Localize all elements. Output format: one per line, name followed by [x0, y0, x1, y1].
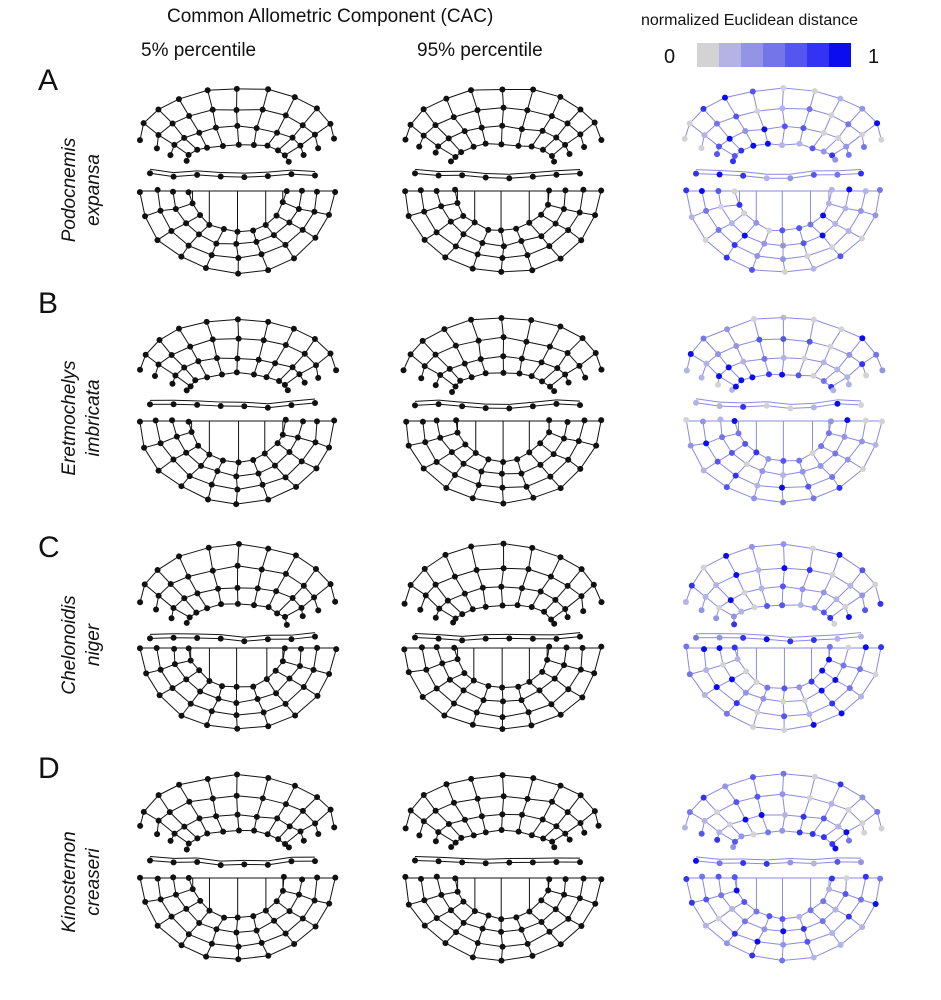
column-header-95-percentile: 95% percentile: [417, 40, 543, 61]
bowl-mesh-a-distance-map: [683, 186, 883, 275]
carapace-mesh-d-5-percentile: [137, 771, 338, 869]
bowl-mesh-d-distance-map: [683, 873, 884, 964]
carapace-mesh-a-distance-map: [681, 85, 885, 182]
color-scale-bar: [697, 43, 851, 67]
bowl-mesh-d-95-percentile: [402, 873, 605, 964]
carapace-mesh-c-95-percentile: [401, 540, 605, 644]
column-header-5-percentile: 5% percentile: [141, 40, 257, 61]
color-scale-swatch-6: [807, 43, 829, 67]
panel-letter-c: C: [38, 531, 60, 564]
bowl-mesh-b-95-percentile: [403, 417, 605, 507]
color-scale-swatch-7: [829, 43, 851, 67]
carapace-mesh-c-5-percentile: [137, 540, 339, 645]
panel-letter-b: B: [38, 287, 59, 320]
carapace-mesh-d-distance-map: [681, 770, 885, 867]
panel-letter-d: D: [38, 752, 60, 785]
bowl-mesh-c-95-percentile: [401, 643, 605, 733]
carapace-mesh-c-distance-map: [682, 541, 884, 645]
carapace-mesh-d-95-percentile: [402, 772, 602, 867]
carapace-mesh-a-95-percentile: [402, 86, 605, 182]
panel-letter-a: A: [38, 64, 59, 97]
bowl-mesh-c-5-percentile: [136, 644, 340, 732]
color-scale-swatch-1: [697, 43, 719, 67]
legend-min-label: 0: [664, 46, 676, 68]
bowl-mesh-d-5-percentile: [137, 873, 339, 963]
carapace-mesh-b-95-percentile: [400, 315, 605, 412]
color-scale-swatch-3: [741, 43, 763, 67]
carapace-mesh-b-5-percentile: [137, 316, 340, 411]
carapace-mesh-a-5-percentile: [136, 85, 338, 181]
bowl-mesh-a-5-percentile: [136, 186, 339, 277]
legend-max-label: 1: [868, 46, 880, 68]
color-scale-swatch-5: [785, 43, 807, 67]
bowl-mesh-b-distance-map: [683, 416, 886, 506]
bowl-mesh-c-distance-map: [683, 643, 885, 733]
bowl-mesh-a-95-percentile: [402, 186, 605, 275]
figure-title: Common Allometric Component (CAC): [167, 6, 494, 27]
carapace-mesh-b-distance-map: [683, 314, 886, 412]
bowl-mesh-b-5-percentile: [136, 416, 338, 508]
color-scale-swatch-4: [763, 43, 785, 67]
legend-title: normalized Euclidean distance: [641, 12, 859, 29]
color-scale-swatch-2: [719, 43, 741, 67]
